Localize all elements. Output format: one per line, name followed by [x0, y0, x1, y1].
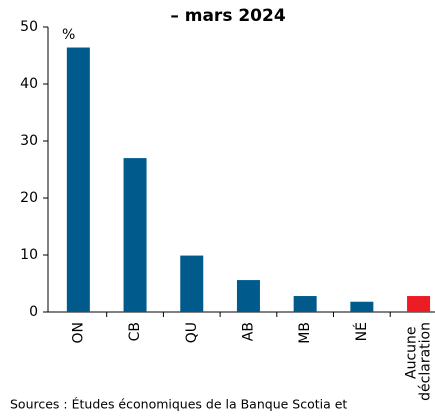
bar — [293, 296, 317, 312]
x-tick-label: Aucune déclaration — [404, 322, 434, 401]
bar — [123, 158, 147, 312]
source-note: Sources : Études économiques de la Banqu… — [10, 397, 347, 412]
x-tick-label-line: Aucune — [404, 322, 420, 379]
chart-title: – mars 2024 — [170, 6, 286, 26]
x-tick-label: ON — [70, 322, 86, 344]
x-tick-label-line: déclaration — [418, 322, 434, 401]
bar — [350, 301, 374, 312]
x-tick-label: AB — [240, 322, 256, 341]
y-tick-label: 40 — [20, 76, 38, 92]
bar — [236, 280, 260, 312]
bar — [180, 255, 204, 312]
y-tick-label: 0 — [29, 304, 38, 320]
y-tick-label: 20 — [20, 190, 38, 206]
unit-annotation: % — [62, 27, 75, 43]
y-tick-label: 10 — [20, 247, 38, 263]
x-tick-label: CB — [127, 322, 143, 341]
y-tick-label: 30 — [20, 133, 38, 149]
y-tick-label: 50 — [20, 19, 38, 35]
bar — [66, 47, 90, 313]
bar — [407, 296, 431, 312]
x-tick-label: MB — [297, 322, 313, 344]
x-tick-label: NÉ — [353, 322, 370, 341]
x-tick-label: QU — [184, 322, 200, 343]
